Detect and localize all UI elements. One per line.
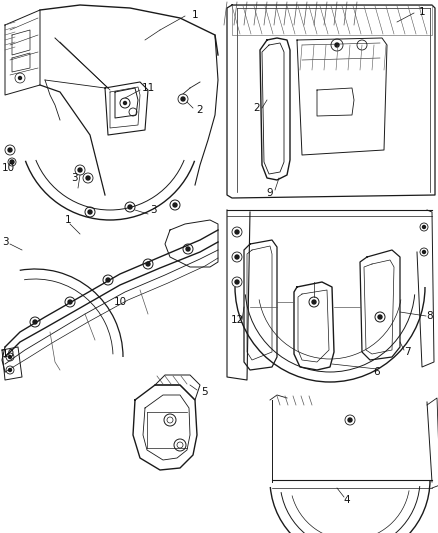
Text: 3: 3 (71, 173, 78, 183)
Text: 12: 12 (230, 315, 244, 325)
Circle shape (68, 300, 72, 304)
Circle shape (146, 262, 150, 266)
Circle shape (181, 97, 185, 101)
Circle shape (335, 43, 339, 47)
Circle shape (378, 315, 382, 319)
Circle shape (423, 251, 425, 254)
Circle shape (8, 148, 12, 152)
Text: 2: 2 (197, 105, 203, 115)
Circle shape (173, 203, 177, 207)
Text: 7: 7 (404, 347, 410, 357)
Text: 1: 1 (65, 215, 71, 225)
Circle shape (348, 418, 352, 422)
Circle shape (88, 210, 92, 214)
Circle shape (124, 101, 127, 104)
Text: 3: 3 (150, 205, 156, 215)
Circle shape (33, 320, 37, 324)
Circle shape (8, 356, 11, 359)
Circle shape (312, 300, 316, 304)
Text: 4: 4 (344, 495, 350, 505)
Text: 1: 1 (192, 10, 198, 20)
Circle shape (106, 278, 110, 282)
Text: 1: 1 (419, 7, 425, 17)
Circle shape (10, 160, 14, 164)
Circle shape (8, 368, 11, 372)
Circle shape (186, 247, 190, 251)
Text: 10: 10 (1, 163, 14, 173)
Circle shape (235, 255, 239, 259)
Text: 3: 3 (2, 237, 8, 247)
Circle shape (235, 230, 239, 234)
Circle shape (128, 205, 132, 209)
Text: 9: 9 (267, 188, 273, 198)
Circle shape (86, 176, 90, 180)
Text: 10: 10 (1, 349, 14, 359)
Text: 10: 10 (113, 297, 127, 307)
Circle shape (18, 77, 21, 79)
Text: 2: 2 (254, 103, 260, 113)
Text: 5: 5 (201, 387, 208, 397)
Circle shape (78, 168, 82, 172)
Circle shape (235, 280, 239, 284)
Text: 8: 8 (427, 311, 433, 321)
Text: 11: 11 (141, 83, 155, 93)
Circle shape (423, 225, 425, 229)
Text: 6: 6 (374, 367, 380, 377)
